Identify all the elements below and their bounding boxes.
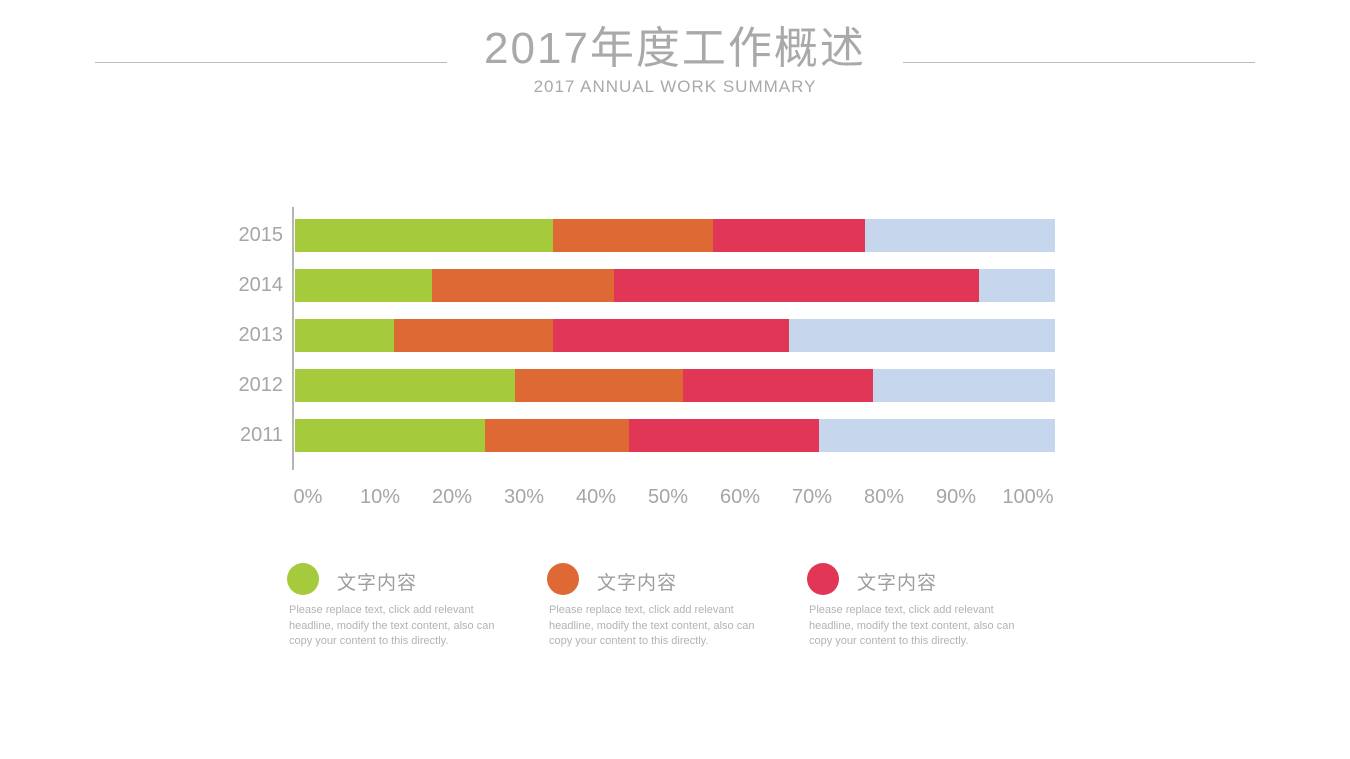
bar-segment-blue bbox=[872, 369, 1055, 402]
bar-row-2013: 2013 bbox=[0, 319, 1100, 352]
x-axis-tick-label: 80% bbox=[863, 486, 905, 508]
bar-segment-orange bbox=[393, 319, 554, 352]
bar-segment-blue bbox=[978, 269, 1055, 302]
bar-segment-blue bbox=[819, 419, 1055, 452]
legend-item-description: Please replace text, click add relevant … bbox=[809, 604, 1015, 647]
bar-segment-red bbox=[682, 369, 873, 402]
legend-item-label: 文字内容 bbox=[857, 573, 938, 594]
title-divider-left bbox=[95, 62, 447, 63]
legend-item-label: 文字内容 bbox=[597, 573, 678, 594]
title-divider-right bbox=[903, 62, 1255, 63]
bar-segment-orange bbox=[485, 419, 630, 452]
page-title: 2017年度工作概述 bbox=[484, 24, 866, 73]
legend-swatch-icon bbox=[547, 563, 579, 595]
x-axis-tick-label: 40% bbox=[575, 486, 617, 508]
bar-segment-green bbox=[295, 419, 485, 452]
y-axis-line bbox=[292, 207, 294, 470]
category-label: 2011 bbox=[239, 424, 283, 446]
bar-row-2011: 2011 bbox=[0, 419, 1100, 452]
x-axis-tick-label: 50% bbox=[647, 486, 689, 508]
page-subtitle: 2017 ANNUAL WORK SUMMARY bbox=[533, 76, 817, 96]
bar-stack bbox=[295, 319, 1055, 352]
bar-segment-orange bbox=[515, 369, 683, 402]
bar-segment-red bbox=[553, 319, 789, 352]
bar-row-2014: 2014 bbox=[0, 269, 1100, 302]
category-label: 2015 bbox=[238, 224, 284, 246]
legend-item: 文字内容 Please replace text, click add relev… bbox=[287, 558, 535, 653]
slide-header: 2017年度工作概述 2017 ANNUAL WORK SUMMARY bbox=[0, 0, 1350, 97]
bar-segment-green bbox=[295, 319, 394, 352]
legend-item-description: Please replace text, click add relevant … bbox=[289, 604, 495, 647]
bar-segment-orange bbox=[553, 219, 713, 252]
x-axis-tick-label: 20% bbox=[431, 486, 473, 508]
bar-segment-blue bbox=[788, 319, 1055, 352]
bar-stack bbox=[295, 269, 1055, 302]
legend-item: 文字内容 Please replace text, click add relev… bbox=[807, 558, 1055, 653]
bar-stack bbox=[295, 219, 1055, 252]
bar-segment-green bbox=[295, 369, 516, 402]
x-axis-tick-label: 100% bbox=[1002, 486, 1054, 508]
x-axis-tick-label: 0% bbox=[293, 486, 323, 508]
x-axis-tick-label: 30% bbox=[503, 486, 545, 508]
category-label: 2013 bbox=[238, 324, 284, 346]
legend-swatch-icon bbox=[807, 563, 839, 595]
legend-item-description: Please replace text, click add relevant … bbox=[549, 604, 755, 647]
bar-row-2012: 2012 bbox=[0, 369, 1100, 402]
bar-segment-green bbox=[295, 219, 554, 252]
category-label: 2012 bbox=[238, 374, 284, 396]
bar-stack bbox=[295, 419, 1055, 452]
x-axis-tick-label: 90% bbox=[935, 486, 977, 508]
legend-item: 文字内容 Please replace text, click add relev… bbox=[547, 558, 795, 653]
bar-stack bbox=[295, 369, 1055, 402]
x-axis-tick-label: 10% bbox=[359, 486, 401, 508]
category-label: 2014 bbox=[238, 274, 284, 296]
bar-row-2015: 2015 bbox=[0, 219, 1100, 252]
legend-item-label: 文字内容 bbox=[337, 573, 418, 594]
x-axis-tick-label: 60% bbox=[719, 486, 761, 508]
bar-segment-green bbox=[295, 269, 432, 302]
bar-segment-red bbox=[712, 219, 865, 252]
x-axis-tick-label: 70% bbox=[791, 486, 833, 508]
bar-segment-orange bbox=[431, 269, 615, 302]
legend-swatch-icon bbox=[287, 563, 319, 595]
bar-segment-red bbox=[614, 269, 979, 302]
bar-segment-blue bbox=[864, 219, 1055, 252]
bar-segment-red bbox=[629, 419, 820, 452]
